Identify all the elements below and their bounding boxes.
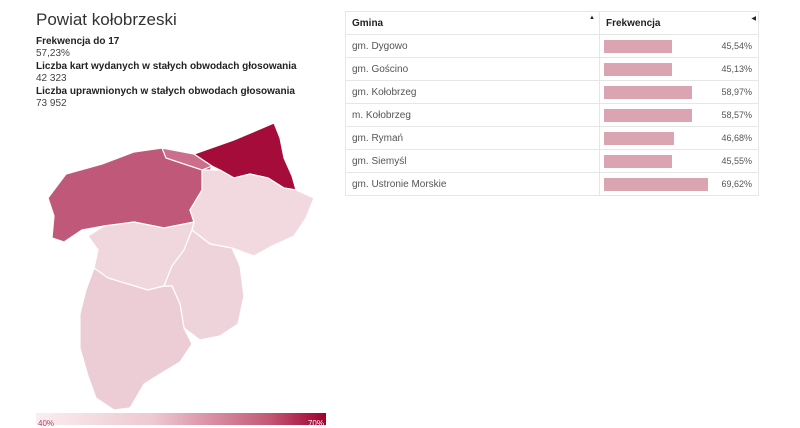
- turnout-value: 58,57%: [721, 110, 752, 120]
- turnout-bar: 45,55%: [604, 155, 754, 168]
- table-row[interactable]: gm. Dygowo 45,54%: [345, 34, 759, 58]
- table-row[interactable]: gm. Kołobrzeg 58,97%: [345, 80, 759, 104]
- turnout-bar-fill: [604, 63, 672, 76]
- sort-left-icon[interactable]: ◀: [751, 16, 756, 22]
- map-region-gm-ryman[interactable]: [79, 267, 193, 411]
- turnout-bar-fill: [604, 109, 692, 122]
- color-legend: 40% 70%: [36, 413, 326, 428]
- turnout-bar-fill: [604, 86, 693, 99]
- cell-frekwencja: 45,13%: [599, 57, 759, 81]
- district-map: [44, 118, 324, 418]
- turnout-bar: 45,54%: [604, 40, 754, 53]
- stat-label: Liczba uprawnionych w stałych obwodach g…: [36, 86, 295, 97]
- cell-gmina: gm. Gościno: [345, 57, 600, 81]
- cell-gmina: m. Kołobrzeg: [345, 103, 600, 127]
- turnout-bar: 58,57%: [604, 109, 754, 122]
- summary-panel: Powiat kołobrzeski Frekwencja do 17 57,2…: [36, 10, 336, 111]
- stat-ballots-issued: Liczba kart wydanych w stałych obwodach …: [36, 61, 336, 85]
- table-header-row: Gmina ▲ Frekwencja ◀: [345, 11, 759, 35]
- cell-frekwencja: 46,68%: [599, 126, 759, 150]
- cell-gmina: gm. Ustronie Morskie: [345, 172, 600, 196]
- column-header-label: Frekwencja: [606, 17, 661, 29]
- stat-value: 57,23%: [36, 48, 70, 59]
- turnout-bar-fill: [604, 132, 675, 145]
- cell-gmina: gm. Kołobrzeg: [345, 80, 600, 104]
- column-header-frekwencja[interactable]: Frekwencja ◀: [599, 11, 759, 35]
- stat-turnout: Frekwencja do 17 57,23%: [36, 36, 336, 60]
- table-row[interactable]: gm. Rymań 46,68%: [345, 126, 759, 150]
- cell-gmina: gm. Dygowo: [345, 34, 600, 58]
- table-row[interactable]: gm. Siemyśl 45,55%: [345, 149, 759, 173]
- cell-gmina: gm. Siemyśl: [345, 149, 600, 173]
- turnout-value: 45,55%: [721, 156, 752, 166]
- table-row[interactable]: m. Kołobrzeg 58,57%: [345, 103, 759, 127]
- cell-frekwencja: 45,55%: [599, 149, 759, 173]
- cell-gmina: gm. Rymań: [345, 126, 600, 150]
- column-header-label: Gmina: [352, 17, 384, 29]
- turnout-value: 45,13%: [721, 64, 752, 74]
- column-header-gmina[interactable]: Gmina ▲: [345, 11, 600, 35]
- table-row[interactable]: gm. Ustronie Morskie 69,62%: [345, 172, 759, 196]
- turnout-bar: 58,97%: [604, 86, 754, 99]
- legend-max-label: 70%: [307, 419, 324, 428]
- turnout-bar: 46,68%: [604, 132, 754, 145]
- stat-value: 73 952: [36, 98, 67, 109]
- table-row[interactable]: gm. Gościno 45,13%: [345, 57, 759, 81]
- legend-min-label: 40%: [38, 419, 55, 428]
- stat-eligible-voters: Liczba uprawnionych w stałych obwodach g…: [36, 86, 336, 110]
- turnout-bar: 45,13%: [604, 63, 754, 76]
- map-region-gm-siemysl[interactable]: [163, 229, 245, 341]
- cell-frekwencja: 58,97%: [599, 80, 759, 104]
- turnout-bar-fill: [604, 178, 709, 191]
- sort-up-icon[interactable]: ▲: [589, 15, 595, 21]
- turnout-bar-fill: [604, 40, 673, 53]
- cell-frekwencja: 69,62%: [599, 172, 759, 196]
- map-svg: [47, 122, 315, 411]
- turnout-table: Gmina ▲ Frekwencja ◀ gm. Dygowo 45,54% g…: [345, 11, 759, 196]
- stat-label: Frekwencja do 17: [36, 36, 120, 47]
- stat-value: 42 323: [36, 73, 67, 84]
- turnout-bar-fill: [604, 155, 673, 168]
- turnout-value: 58,97%: [721, 87, 752, 97]
- legend-gradient: 40% 70%: [36, 413, 326, 428]
- turnout-bar: 69,62%: [604, 178, 754, 191]
- cell-frekwencja: 58,57%: [599, 103, 759, 127]
- turnout-value: 46,68%: [721, 133, 752, 143]
- cell-frekwencja: 45,54%: [599, 34, 759, 58]
- stat-label: Liczba kart wydanych w stałych obwodach …: [36, 61, 297, 72]
- turnout-value: 45,54%: [721, 41, 752, 51]
- turnout-value: 69,62%: [721, 179, 752, 189]
- page-title: Powiat kołobrzeski: [36, 10, 177, 29]
